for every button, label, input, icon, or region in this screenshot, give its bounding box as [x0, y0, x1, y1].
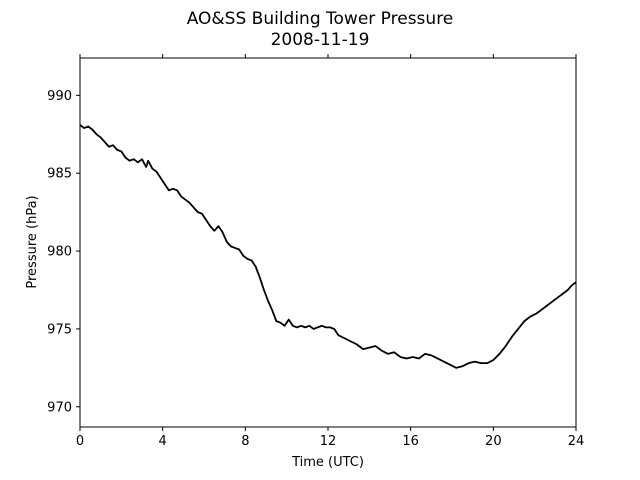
plot-frame — [79, 57, 577, 428]
y-tick-label: 975 — [47, 322, 72, 337]
x-tick-label: 24 — [568, 434, 585, 449]
pressure-series-line — [79, 124, 577, 369]
x-tick-label: 8 — [241, 434, 249, 449]
x-tick-label: 16 — [402, 434, 419, 449]
y-tick-label: 980 — [47, 245, 72, 260]
x-tick-label: 4 — [159, 434, 167, 449]
y-tick-label: 990 — [47, 89, 72, 104]
y-tick-label: 985 — [47, 167, 72, 182]
x-tick-label: 20 — [485, 434, 502, 449]
axis-ticks: 0 4 8 12 16 20 24 970 975 980 985 990 — [47, 54, 584, 449]
y-axis-label: Pressure (hPa) — [25, 195, 40, 288]
y-tick-label: 970 — [47, 400, 72, 415]
x-tick-label: 12 — [320, 434, 337, 449]
x-tick-label: 0 — [76, 434, 84, 449]
chart-title: AO&SS Building Tower Pressure — [187, 9, 454, 29]
x-axis-label: Time (UTC) — [291, 455, 364, 470]
chart-subtitle: 2008-11-19 — [271, 30, 370, 50]
